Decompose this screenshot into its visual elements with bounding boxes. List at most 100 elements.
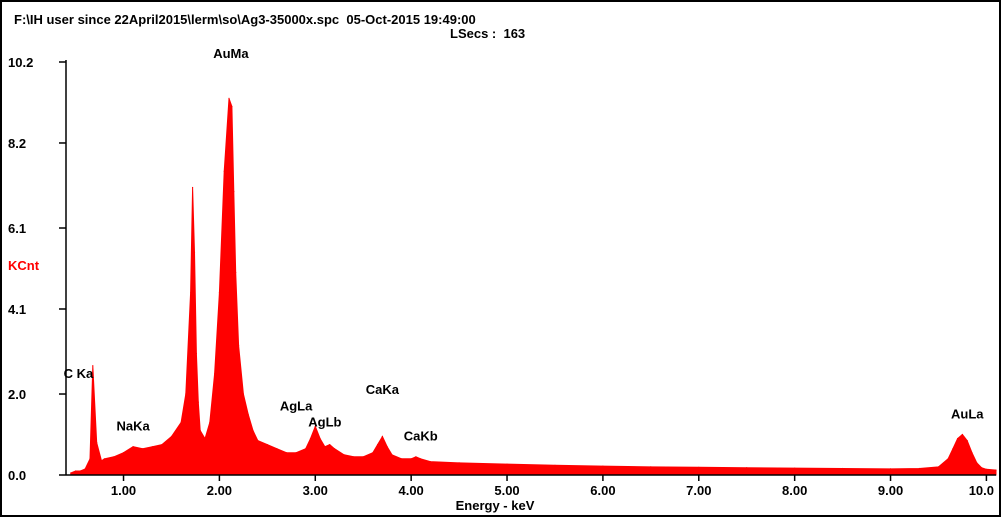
spectrum-point [957,438,958,439]
spectrum-point [238,345,239,346]
spectrum-point [372,452,373,453]
x-tick-label: 5.00 [494,483,519,498]
x-axis-label: Energy - keV [456,498,535,513]
x-tick-label: 4.00 [398,483,423,498]
spectrum-point [506,464,507,465]
spectrum-point [343,454,344,455]
spectrum-point [391,454,392,455]
spectrum-point [224,171,225,172]
peak-label: AgLa [280,398,313,413]
spectrum-point [231,106,232,107]
spectrum-point [228,98,229,99]
spectrum-point [746,467,747,468]
peak-label: NaKa [116,419,150,434]
spectrum-point [296,452,297,453]
y-axis-label: KCnt [8,258,40,273]
spectrum-point [123,452,124,453]
spectrum-point [382,436,383,437]
x-tick-label: 7.00 [686,483,711,498]
spectrum-point [387,446,388,447]
spectrum-point [133,446,134,447]
spectrum-point [971,452,972,453]
spectrum-point [200,430,201,431]
x-tick-label: 9.00 [878,483,903,498]
spectrum-point [196,353,197,354]
spectrum-point [377,444,378,445]
peak-label: AuLa [951,406,984,421]
x-tick-label: 2.00 [207,483,232,498]
x-tick-label: 8.00 [782,483,807,498]
spectrum-point [235,272,236,273]
spectrum-point [204,438,205,439]
spectrum-point [401,458,402,459]
peak-label: C Ka [64,366,94,381]
spectrum-point [602,466,603,467]
spectrum-point [324,446,325,447]
spectrum-point [142,448,143,449]
spectrum-point [650,466,651,467]
y-tick-label: 0.0 [8,468,26,483]
spectrum-point [976,462,977,463]
spectrum-point [698,467,699,468]
spectrum-point [75,470,76,471]
spectrum-point [794,468,795,469]
spectrum-point [214,373,215,374]
spectrum-series-0 [71,98,996,475]
peak-label: CaKb [404,429,438,444]
spectrum-point [161,444,162,445]
spectrum-point [198,402,199,403]
y-tick-label: 4.1 [8,302,26,317]
spectrum-point [919,468,920,469]
spectrum-point [171,436,172,437]
x-ticks: 1.00 2.00 3.00 4.00 5.00 6.00 7.00 8.00 9.00 10.0 [111,475,994,498]
spectrum-point [243,393,244,394]
x-tick-label: 3.00 [303,483,328,498]
spectrum-point [286,452,287,453]
x-tick-label: 1.00 [111,483,136,498]
spectrum-point [554,465,555,466]
spectrum-point [981,467,982,468]
spectrum-point [267,444,268,445]
spectrum-point [89,458,90,459]
spectrum-point [986,469,987,470]
spectrum-point [96,442,97,443]
spectrum-point [938,466,939,467]
axes [66,60,996,475]
peak-label: CaKa [366,382,400,397]
spectrum-point [890,468,891,469]
spectrum-point [967,440,968,441]
y-tick-label: 6.1 [8,221,26,236]
peak-label: AuMa [213,46,249,61]
spectrum-point [181,422,182,423]
spectrum-point [101,460,102,461]
y-tick-label: 10.2 [8,55,33,70]
spectrum-point [185,393,186,394]
spectrum-point [305,448,306,449]
spectrum-point [104,458,105,459]
x-tick-label: 6.00 [590,483,615,498]
spectrum-point [329,444,330,445]
spectrum-point [320,438,321,439]
spectrum-point [257,440,258,441]
spectrum-point [70,472,71,473]
spectrum-point [209,422,210,423]
spectrum-point [233,191,234,192]
spectrum-point [192,187,193,188]
spectrum-point [948,458,949,459]
spectrum-point [952,448,953,449]
spectrum-point [415,456,416,457]
x-tick-label: 10.0 [969,483,994,498]
spectrum-point [276,448,277,449]
spectrum-point [85,468,86,469]
spectrum-point [310,438,311,439]
spectrum-point [80,470,81,471]
peak-label: AgLb [308,414,341,429]
spectrum-point [248,414,249,415]
spectrum-point [459,462,460,463]
spectrum-point [420,458,421,459]
spectrum-point [334,448,335,449]
y-tick-label: 8.2 [8,136,26,151]
spectrum-point [152,446,153,447]
